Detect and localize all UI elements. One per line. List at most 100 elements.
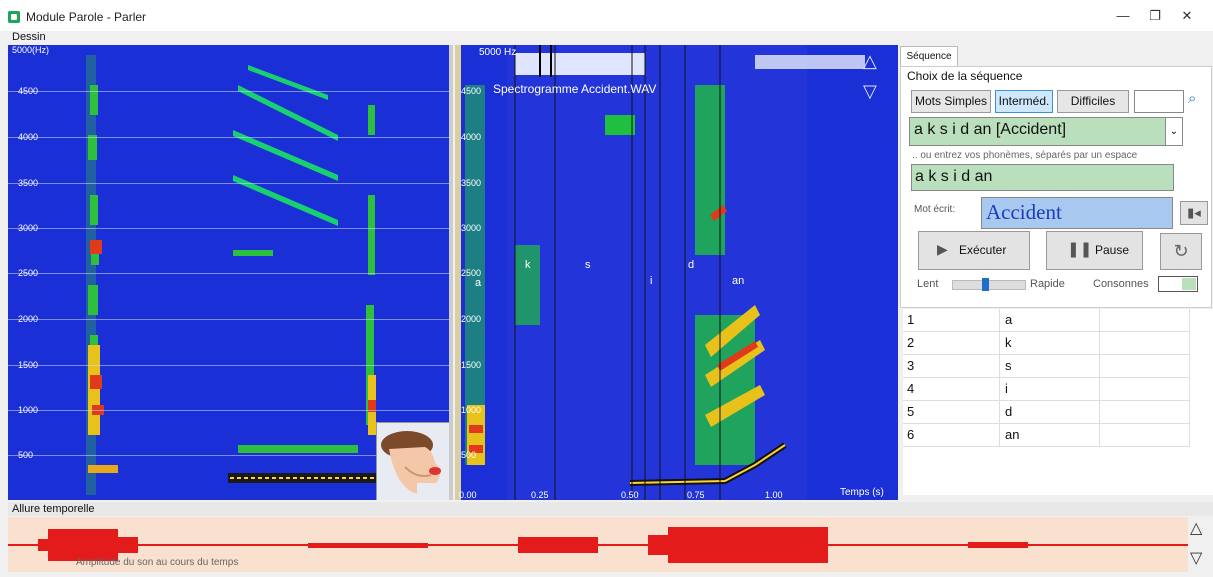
phoneme-marker: d — [688, 259, 695, 271]
row-phoneme: d — [999, 401, 1100, 424]
sequence-select[interactable]: a k s i d an [Accident] — [909, 117, 1167, 146]
grid-line — [8, 91, 453, 92]
face-articulation-image — [376, 422, 453, 500]
phonemes-input[interactable]: a k s i d an — [911, 164, 1174, 191]
written-word-value: Accident — [986, 200, 1062, 224]
y-label: 500 — [461, 450, 477, 460]
y-label: 4000 — [461, 132, 482, 142]
waveform-caption: Amplitude du son au cours du temps — [76, 557, 239, 568]
phoneme-marker: i — [650, 275, 653, 287]
consonnes-toggle[interactable] — [1158, 276, 1198, 292]
row-number: 3 — [903, 355, 1000, 378]
allure-header — [8, 502, 1213, 516]
pause-label: Pause — [1095, 243, 1130, 257]
row-extra — [1099, 424, 1190, 447]
y-label: 2000 — [18, 314, 39, 324]
y-label: 1000 — [461, 405, 482, 415]
allure-label: Allure temporelle — [12, 503, 95, 515]
right-spectrogram-art — [455, 45, 898, 500]
play-icon: ▶ — [937, 241, 948, 257]
y-label: 1500 — [18, 360, 39, 370]
tab-sequence[interactable]: Séquence — [900, 46, 958, 67]
speaker-icon[interactable]: ▮◂ — [1180, 201, 1208, 225]
face-profile-icon — [377, 423, 453, 500]
intermediate-button[interactable]: Interméd. — [995, 90, 1053, 113]
right-spectrogram[interactable]: 5000 Hz Spectrogramme Accident.WAV △ ▽ 4… — [455, 45, 898, 500]
grid-line — [8, 273, 453, 274]
waveform-up-icon[interactable]: △ — [1190, 520, 1203, 537]
app-icon — [8, 11, 20, 23]
left-spectrogram[interactable]: 5000(Hz) 4500 4000 3500 3000 2500 2000 1… — [8, 45, 453, 500]
group-label: Choix de la séquence — [907, 69, 1023, 83]
speed-slider-thumb[interactable] — [982, 278, 989, 291]
y-label: 3500 — [18, 178, 39, 188]
y-label: 3500 — [461, 178, 482, 188]
maximize-button[interactable]: ❐ — [1149, 8, 1161, 23]
phoneme-marker: a — [475, 277, 482, 289]
row-extra — [1099, 332, 1190, 355]
phoneme-table: 1 a 2 k 3 s 4 i 5 d 6 an — [903, 309, 1213, 495]
simple-words-button[interactable]: Mots Simples — [911, 90, 991, 113]
phoneme-marker: an — [732, 275, 745, 287]
panel-divider[interactable] — [449, 45, 453, 500]
minimize-button[interactable]: — — [1116, 8, 1130, 23]
x-tick-label: 0.00 — [459, 490, 477, 500]
speed-slider[interactable] — [952, 278, 1026, 291]
phoneme-marker: s — [585, 259, 591, 271]
reset-icon[interactable]: ↻ — [1160, 233, 1202, 270]
row-number: 2 — [903, 332, 1000, 355]
phonemes-input-value: a k s i d an — [915, 168, 993, 185]
x-tick-label: 0.50 — [621, 490, 639, 500]
difficult-button[interactable]: Difficiles — [1057, 90, 1129, 113]
sequence-select-value: a k s i d an [Accident] — [914, 121, 1067, 138]
pause-icon: ❚❚ — [1067, 241, 1093, 258]
scroll-up-icon[interactable]: △ — [863, 51, 877, 71]
pause-button[interactable]: ❚❚ Pause — [1046, 231, 1143, 270]
consonnes-label: Consonnes — [1093, 278, 1149, 290]
row-extra — [1099, 401, 1190, 424]
row-extra — [1099, 378, 1190, 401]
close-button[interactable]: ✕ — [1181, 8, 1193, 23]
x-tick-label: 0.75 — [687, 490, 705, 500]
phoneme-marker: k — [525, 259, 531, 271]
menu-dessin[interactable]: Dessin — [12, 31, 46, 43]
y-label: 2500 — [461, 268, 482, 278]
table-row[interactable]: 6 an — [903, 424, 1213, 447]
grid-line — [8, 410, 453, 411]
y-label-top: 5000(Hz) — [12, 45, 50, 55]
grid-line — [8, 183, 453, 184]
row-phoneme: k — [999, 332, 1100, 355]
y-label: 4500 — [461, 86, 482, 96]
row-number: 4 — [903, 378, 1000, 401]
written-word-field[interactable]: Accident — [981, 197, 1173, 229]
x-axis-label: Temps (s) — [840, 487, 884, 498]
waveform-area[interactable]: Amplitude du son au cours du temps — [8, 517, 1188, 572]
grid-line — [8, 228, 453, 229]
written-word-label: Mot écrit: — [914, 204, 956, 215]
row-number: 5 — [903, 401, 1000, 424]
y-label: 3000 — [461, 223, 482, 233]
row-phoneme: i — [999, 378, 1100, 401]
row-phoneme: an — [999, 424, 1100, 447]
row-phoneme: a — [999, 309, 1100, 332]
speed-fast-label: Rapide — [1030, 278, 1065, 290]
y-label: 3000 — [18, 223, 39, 233]
execute-button[interactable]: ▶ Exécuter — [918, 231, 1030, 270]
search-icon[interactable]: ⌕ — [1188, 90, 1197, 107]
grid-line — [8, 455, 453, 456]
y-label: 1000 — [18, 405, 39, 415]
chevron-down-icon[interactable]: ⌄ — [1165, 117, 1183, 146]
waveform-down-icon[interactable]: ▽ — [1190, 550, 1203, 567]
spectrogram-title: Spectrogramme Accident.WAV — [493, 82, 657, 96]
waveform-graph — [8, 527, 1188, 563]
x-tick-label: 0.25 — [531, 490, 549, 500]
search-input[interactable] — [1134, 90, 1184, 113]
scroll-down-icon[interactable]: ▽ — [863, 81, 877, 101]
row-extra — [1099, 355, 1190, 378]
phoneme-hint: .. ou entrez vos phonèmes, séparés par u… — [912, 150, 1138, 161]
